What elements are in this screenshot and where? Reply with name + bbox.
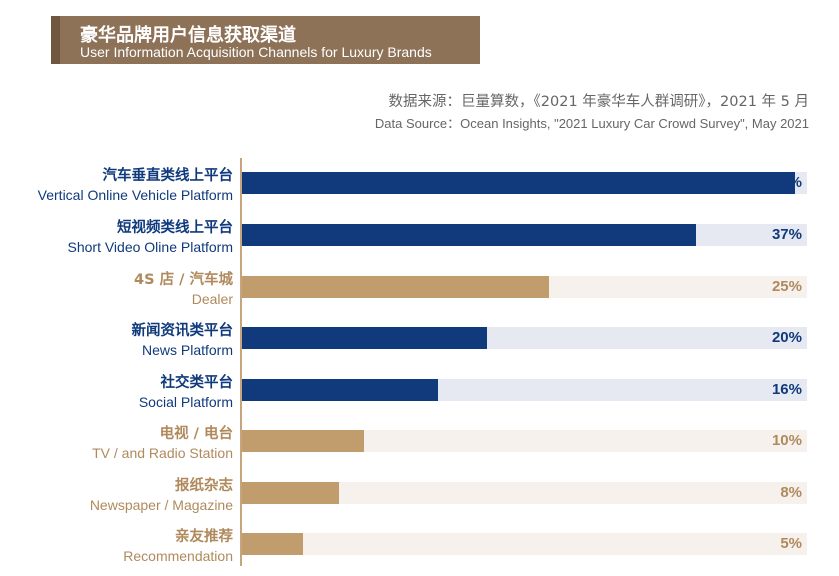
category-label-en: News Platform: [141, 342, 233, 358]
bar: [241, 224, 696, 246]
bar-row: 短视频类线上平台 Short Video Oline Platform 37%: [0, 218, 839, 258]
bar-track: [241, 430, 807, 452]
bar-value-label: 16%: [771, 381, 802, 398]
bar-value-label: 8%: [780, 484, 802, 501]
bar-value-label: 45%: [771, 174, 802, 191]
bar: [241, 430, 364, 452]
bar-row: 4S 店 / 汽车城 Dealer 25%: [0, 270, 839, 310]
chart-title: 豪华品牌用户信息获取渠道: [80, 25, 296, 46]
bar-row: 报纸杂志 Newspaper / Magazine 8%: [0, 476, 839, 516]
category-label-zh: 社交类平台: [160, 375, 234, 391]
category-label: 社交类平台 Social Platform: [139, 373, 233, 411]
bar-track: [241, 172, 807, 194]
category-label: 电视 / 电台 TV / and Radio Station: [92, 424, 233, 462]
bar: [241, 276, 549, 298]
category-label-zh: 汽车垂直类线上平台: [102, 168, 234, 184]
bar-track: [241, 533, 807, 555]
category-label-zh: 4S 店 / 汽车城: [134, 272, 233, 288]
title-block: 豪华品牌用户信息获取渠道 User Information Acquisitio…: [51, 16, 480, 64]
bar: [241, 533, 303, 555]
bar-track: [241, 482, 807, 504]
bar-track: [241, 379, 807, 401]
category-label-en: Social Platform: [138, 394, 233, 410]
bar-value-label: 37%: [771, 226, 802, 243]
bar-row: 新闻资讯类平台 News Platform 20%: [0, 321, 839, 361]
bar-row: 社交类平台 Social Platform 16%: [0, 373, 839, 413]
category-label-en: Recommendation: [123, 548, 233, 564]
bar-value-label: 5%: [780, 535, 802, 552]
category-label-en: Short Video Oline Platform: [67, 239, 234, 255]
category-label: 新闻资讯类平台 News Platform: [132, 321, 234, 359]
bar: [241, 327, 487, 349]
chart-subtitle: User Information Acquisition Channels fo…: [80, 44, 432, 60]
bar-row: 汽车垂直类线上平台 Vertical Online Vehicle Platfor…: [0, 166, 839, 206]
category-label-en: Dealer: [191, 291, 233, 307]
category-label: 报纸杂志 Newspaper / Magazine: [90, 476, 233, 514]
category-label-en: TV / and Radio Station: [92, 445, 233, 461]
category-label-zh: 电视 / 电台: [159, 426, 233, 442]
category-label-zh: 短视频类线上平台: [117, 220, 233, 236]
data-source-zh: 数据来源：巨量算数，《2021 年豪华车人群调研》，2021 年 5 月: [388, 94, 809, 110]
bar-row: 电视 / 电台 TV / and Radio Station 10%: [0, 424, 839, 464]
bar: [241, 172, 795, 194]
bar-track: [241, 224, 807, 246]
category-label-zh: 新闻资讯类平台: [131, 323, 234, 339]
data-source-en: Data Source：Ocean Insights, "2021 Luxury…: [374, 116, 809, 131]
bar: [241, 482, 339, 504]
category-axis-line: [240, 158, 242, 566]
category-label: 汽车垂直类线上平台 Vertical Online Vehicle Platfor…: [38, 166, 233, 204]
bar-row: 亲友推荐 Recommendation 5%: [0, 527, 839, 567]
category-label-zh: 报纸杂志: [175, 478, 233, 494]
category-label-en: Vertical Online Vehicle Platform: [37, 187, 233, 203]
bar-value-label: 25%: [771, 278, 802, 295]
category-label: 亲友推荐 Recommendation: [123, 527, 233, 565]
category-label-en: Newspaper / Magazine: [89, 497, 233, 513]
category-label-zh: 亲友推荐: [175, 529, 233, 545]
bar-value-label: 10%: [771, 432, 802, 449]
bar-track: [241, 276, 807, 298]
category-label: 短视频类线上平台 Short Video Oline Platform: [68, 218, 234, 256]
category-label: 4S 店 / 汽车城 Dealer: [134, 270, 233, 308]
bar-track: [241, 327, 807, 349]
bar-value-label: 20%: [771, 329, 802, 346]
bar: [241, 379, 438, 401]
